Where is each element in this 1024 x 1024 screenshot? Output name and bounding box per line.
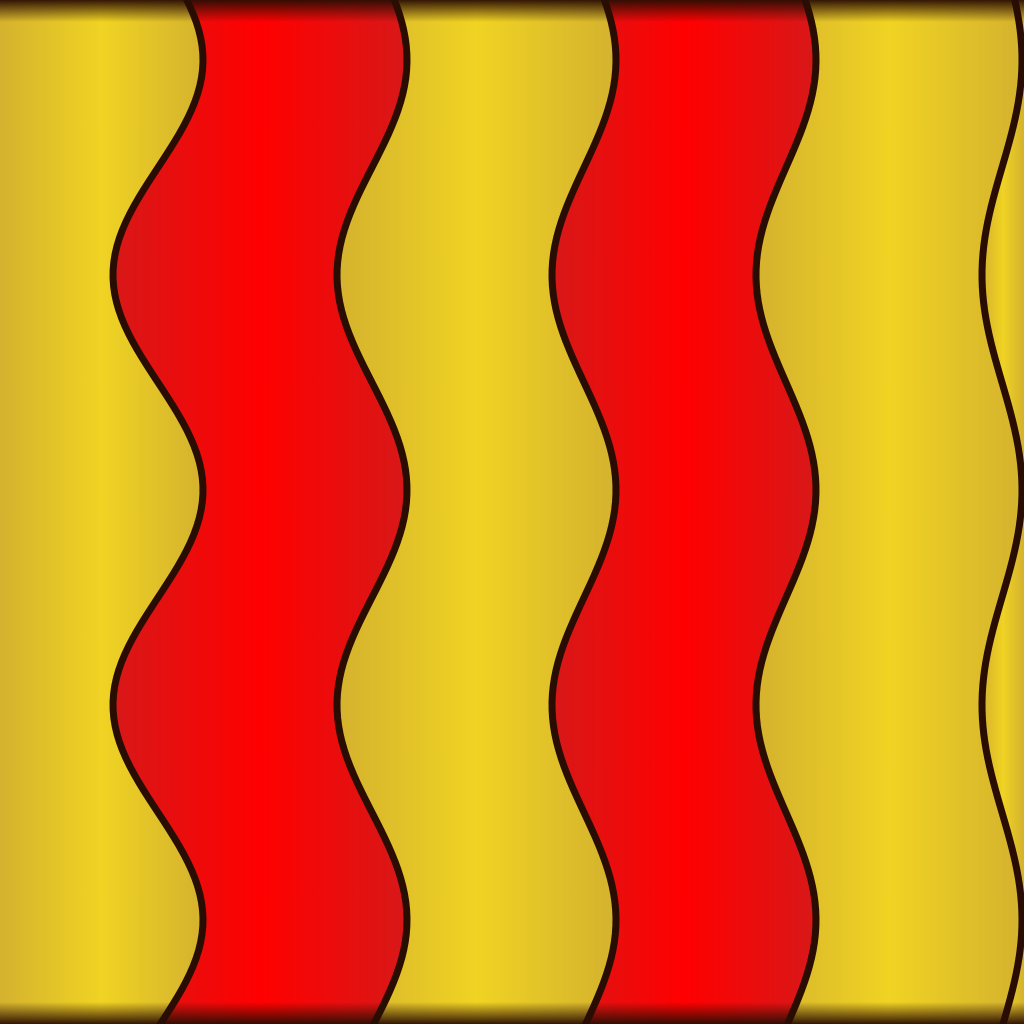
stripe-outline: [752, 0, 820, 1024]
yellow-stripe: [337, 0, 616, 1024]
red-stripe: [552, 0, 816, 1024]
red-stripe: [113, 0, 407, 1024]
stripe-outline: [333, 0, 411, 1024]
stripe-outline: [109, 0, 207, 1024]
bottom-frame-shadow: [0, 1002, 1024, 1024]
stripe-outline: [548, 0, 620, 1024]
yellow-stripe: [0, 0, 203, 1024]
top-frame-shadow: [0, 0, 1024, 22]
outlines-group: [109, 0, 1024, 1024]
yellow-stripe: [756, 0, 1022, 1024]
stripe-outline: [978, 0, 1024, 1024]
